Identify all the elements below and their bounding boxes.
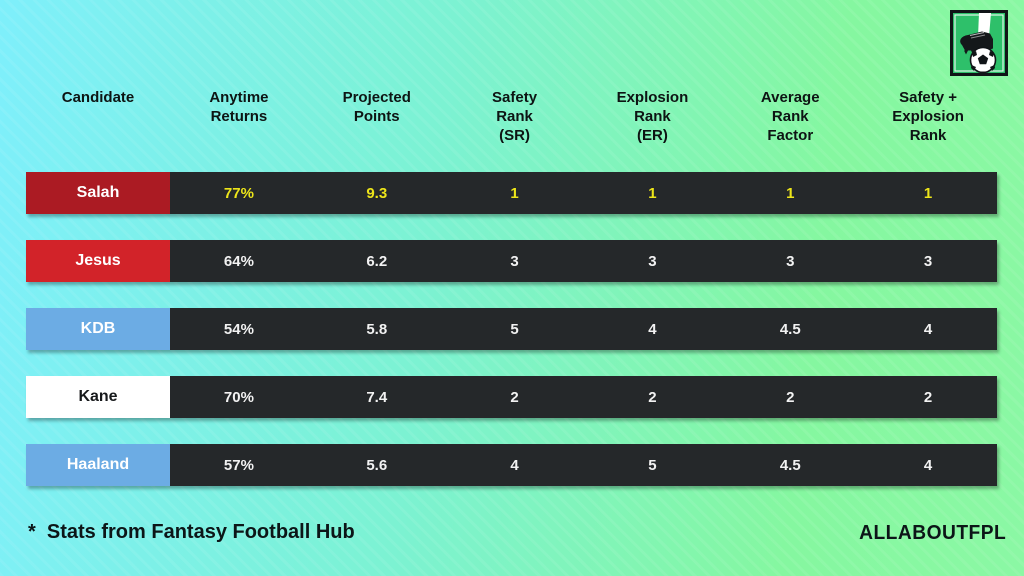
column-header-explosion-rank: Explosion Rank (ER) <box>616 89 689 144</box>
cell-value: 5 <box>648 456 657 474</box>
table-body: Salah 77% 9.3 1 1 1 1 Jesus 64% 6.2 3 3 … <box>26 172 997 486</box>
cell-value: 2 <box>648 388 657 406</box>
cell-value: 9.3 <box>366 184 388 202</box>
column-header-projected-points: Projected Points <box>342 89 411 125</box>
boot-icon <box>960 31 993 51</box>
row-label: Salah <box>26 172 170 214</box>
cell-value: 2 <box>923 388 933 406</box>
column-header-average-rank-factor: Average Rank Factor <box>760 89 820 144</box>
cell-value: 7.4 <box>366 388 388 406</box>
column-header-candidate: Candidate <box>61 89 135 106</box>
table-row-jesus: Jesus 64% 6.2 3 3 3 3 <box>26 240 997 282</box>
cell-value: 77% <box>223 184 254 202</box>
cell-value: 64% <box>223 252 254 270</box>
column-header-safety-rank: Safety Rank (SR) <box>492 89 538 144</box>
cell-value: 4 <box>923 320 933 338</box>
source-note: * Stats from Fantasy Football Hub <box>28 521 355 543</box>
cell-value: 1 <box>510 184 519 202</box>
table-row-kane: Kane 70% 7.4 2 2 2 2 <box>26 376 997 418</box>
cell-value: 4.5 <box>779 320 801 338</box>
cell-value: 57% <box>223 456 254 474</box>
row-label: Jesus <box>26 240 170 282</box>
brand-wordmark: ALLABOUTFPL <box>858 522 1006 544</box>
table-row-kdb: KDB 54% 5.8 5 4 4.5 4 <box>26 308 997 350</box>
table-row-salah: Salah 77% 9.3 1 1 1 1 <box>26 172 997 214</box>
allaboutfpl-logo <box>950 10 1008 76</box>
column-header-safety-plus-explosion: Safety + Explosion Rank <box>892 89 964 144</box>
row-label: Haaland <box>26 444 170 486</box>
row-label: Kane <box>26 376 170 418</box>
cell-value: 1 <box>923 184 933 202</box>
cell-value: 3 <box>786 252 795 270</box>
cell-value: 3 <box>923 252 933 270</box>
cell-value: 5 <box>510 320 519 338</box>
stats-table: Candidate Anytime Returns Projected Poin… <box>26 88 997 486</box>
cell-value: 3 <box>510 252 519 270</box>
leg-shape <box>978 13 991 37</box>
cell-value: 54% <box>223 320 254 338</box>
cell-value: 4.5 <box>779 456 801 474</box>
cell-value: 4 <box>648 320 657 338</box>
cell-value: 4 <box>923 456 933 474</box>
football-icon <box>969 46 997 74</box>
table-header-row: Candidate Anytime Returns Projected Poin… <box>26 88 997 145</box>
boot-on-football-icon <box>950 10 1008 76</box>
cell-value: 4 <box>510 456 519 474</box>
row-label: KDB <box>26 308 170 350</box>
cell-value: 5.8 <box>366 320 388 338</box>
cell-value: 2 <box>786 388 795 406</box>
column-header-anytime-returns: Anytime Returns <box>209 89 269 125</box>
cell-value: 3 <box>648 252 657 270</box>
table-row-haaland: Haaland 57% 5.6 4 5 4.5 4 <box>26 444 997 486</box>
cell-value: 70% <box>223 388 254 406</box>
cell-value: 1 <box>648 184 657 202</box>
cell-value: 1 <box>786 184 795 202</box>
cell-value: 6.2 <box>366 252 388 270</box>
cell-value: 2 <box>510 388 519 406</box>
cell-value: 5.6 <box>366 456 388 474</box>
